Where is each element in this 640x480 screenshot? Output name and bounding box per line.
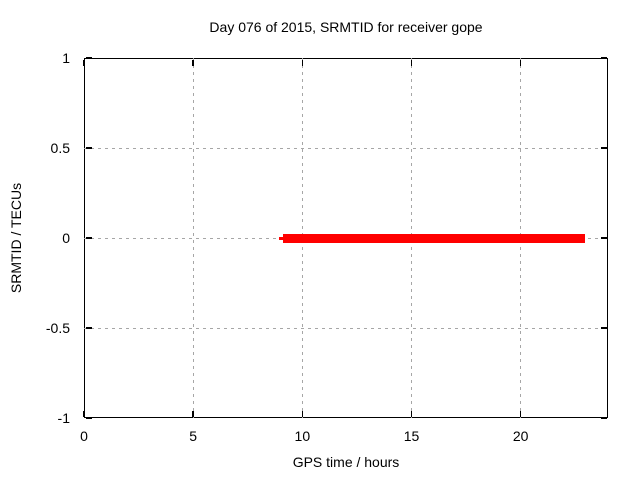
x-tick-mark-top (192, 59, 194, 66)
x-tick-mark-bottom (410, 410, 413, 417)
y-tick-mark-left (85, 327, 92, 329)
y-gridline (84, 327, 608, 329)
y-tick-mark-right (600, 417, 607, 419)
x-tick-mark-top (410, 59, 413, 66)
x-tick-mark-top (83, 59, 85, 66)
x-tick-mark-bottom (83, 410, 85, 417)
y-tick-mark-right (600, 237, 607, 239)
x-tick-mark-bottom (301, 410, 304, 417)
data-line-segment (282, 233, 586, 243)
y-tick-label: 0 (62, 230, 70, 246)
x-axis-label: GPS time / hours (292, 454, 400, 470)
y-tick-mark-right (600, 57, 607, 59)
x-tick-mark-top (301, 59, 304, 66)
y-tick-mark-right (600, 327, 607, 329)
x-tick-label: 5 (189, 428, 198, 444)
y-tick-mark-left (85, 57, 92, 59)
x-tick-label: 10 (294, 428, 311, 444)
y-tick-mark-left (85, 147, 92, 149)
y-tick-label: -0.5 (45, 320, 70, 336)
chart-title: Day 076 of 2015, SRMTID for receiver gop… (209, 19, 483, 35)
y-tick-mark-left (85, 417, 92, 419)
x-tick-label: 0 (80, 428, 88, 444)
x-tick-mark-bottom (519, 410, 522, 417)
x-tick-label: 20 (512, 428, 529, 444)
y-tick-label: 0.5 (50, 140, 70, 156)
x-tick-mark-bottom (192, 410, 194, 417)
y-gridline (84, 147, 608, 149)
x-tick-label: 15 (403, 428, 420, 444)
x-tick-mark-top (519, 59, 522, 66)
y-tick-mark-left (85, 237, 92, 239)
data-line-segment (278, 236, 285, 240)
y-tick-mark-right (600, 147, 607, 149)
y-tick-label: 1 (62, 50, 70, 66)
y-tick-label: -1 (57, 410, 70, 426)
